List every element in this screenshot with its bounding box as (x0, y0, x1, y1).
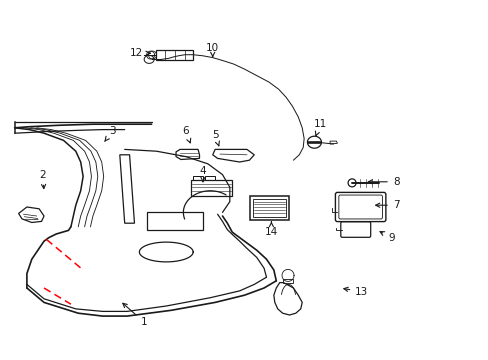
Text: 12: 12 (130, 48, 150, 58)
Text: 5: 5 (211, 130, 219, 146)
Text: 8: 8 (367, 177, 399, 187)
Text: 2: 2 (40, 170, 46, 189)
Text: 6: 6 (182, 126, 190, 143)
Text: 4: 4 (199, 166, 206, 182)
Text: 13: 13 (343, 287, 368, 297)
Text: 10: 10 (206, 43, 219, 57)
Text: 14: 14 (264, 222, 278, 237)
Text: 11: 11 (313, 119, 326, 136)
Text: 9: 9 (379, 231, 394, 243)
Text: 7: 7 (375, 200, 399, 210)
Text: 3: 3 (104, 126, 116, 141)
Text: 1: 1 (122, 303, 147, 327)
